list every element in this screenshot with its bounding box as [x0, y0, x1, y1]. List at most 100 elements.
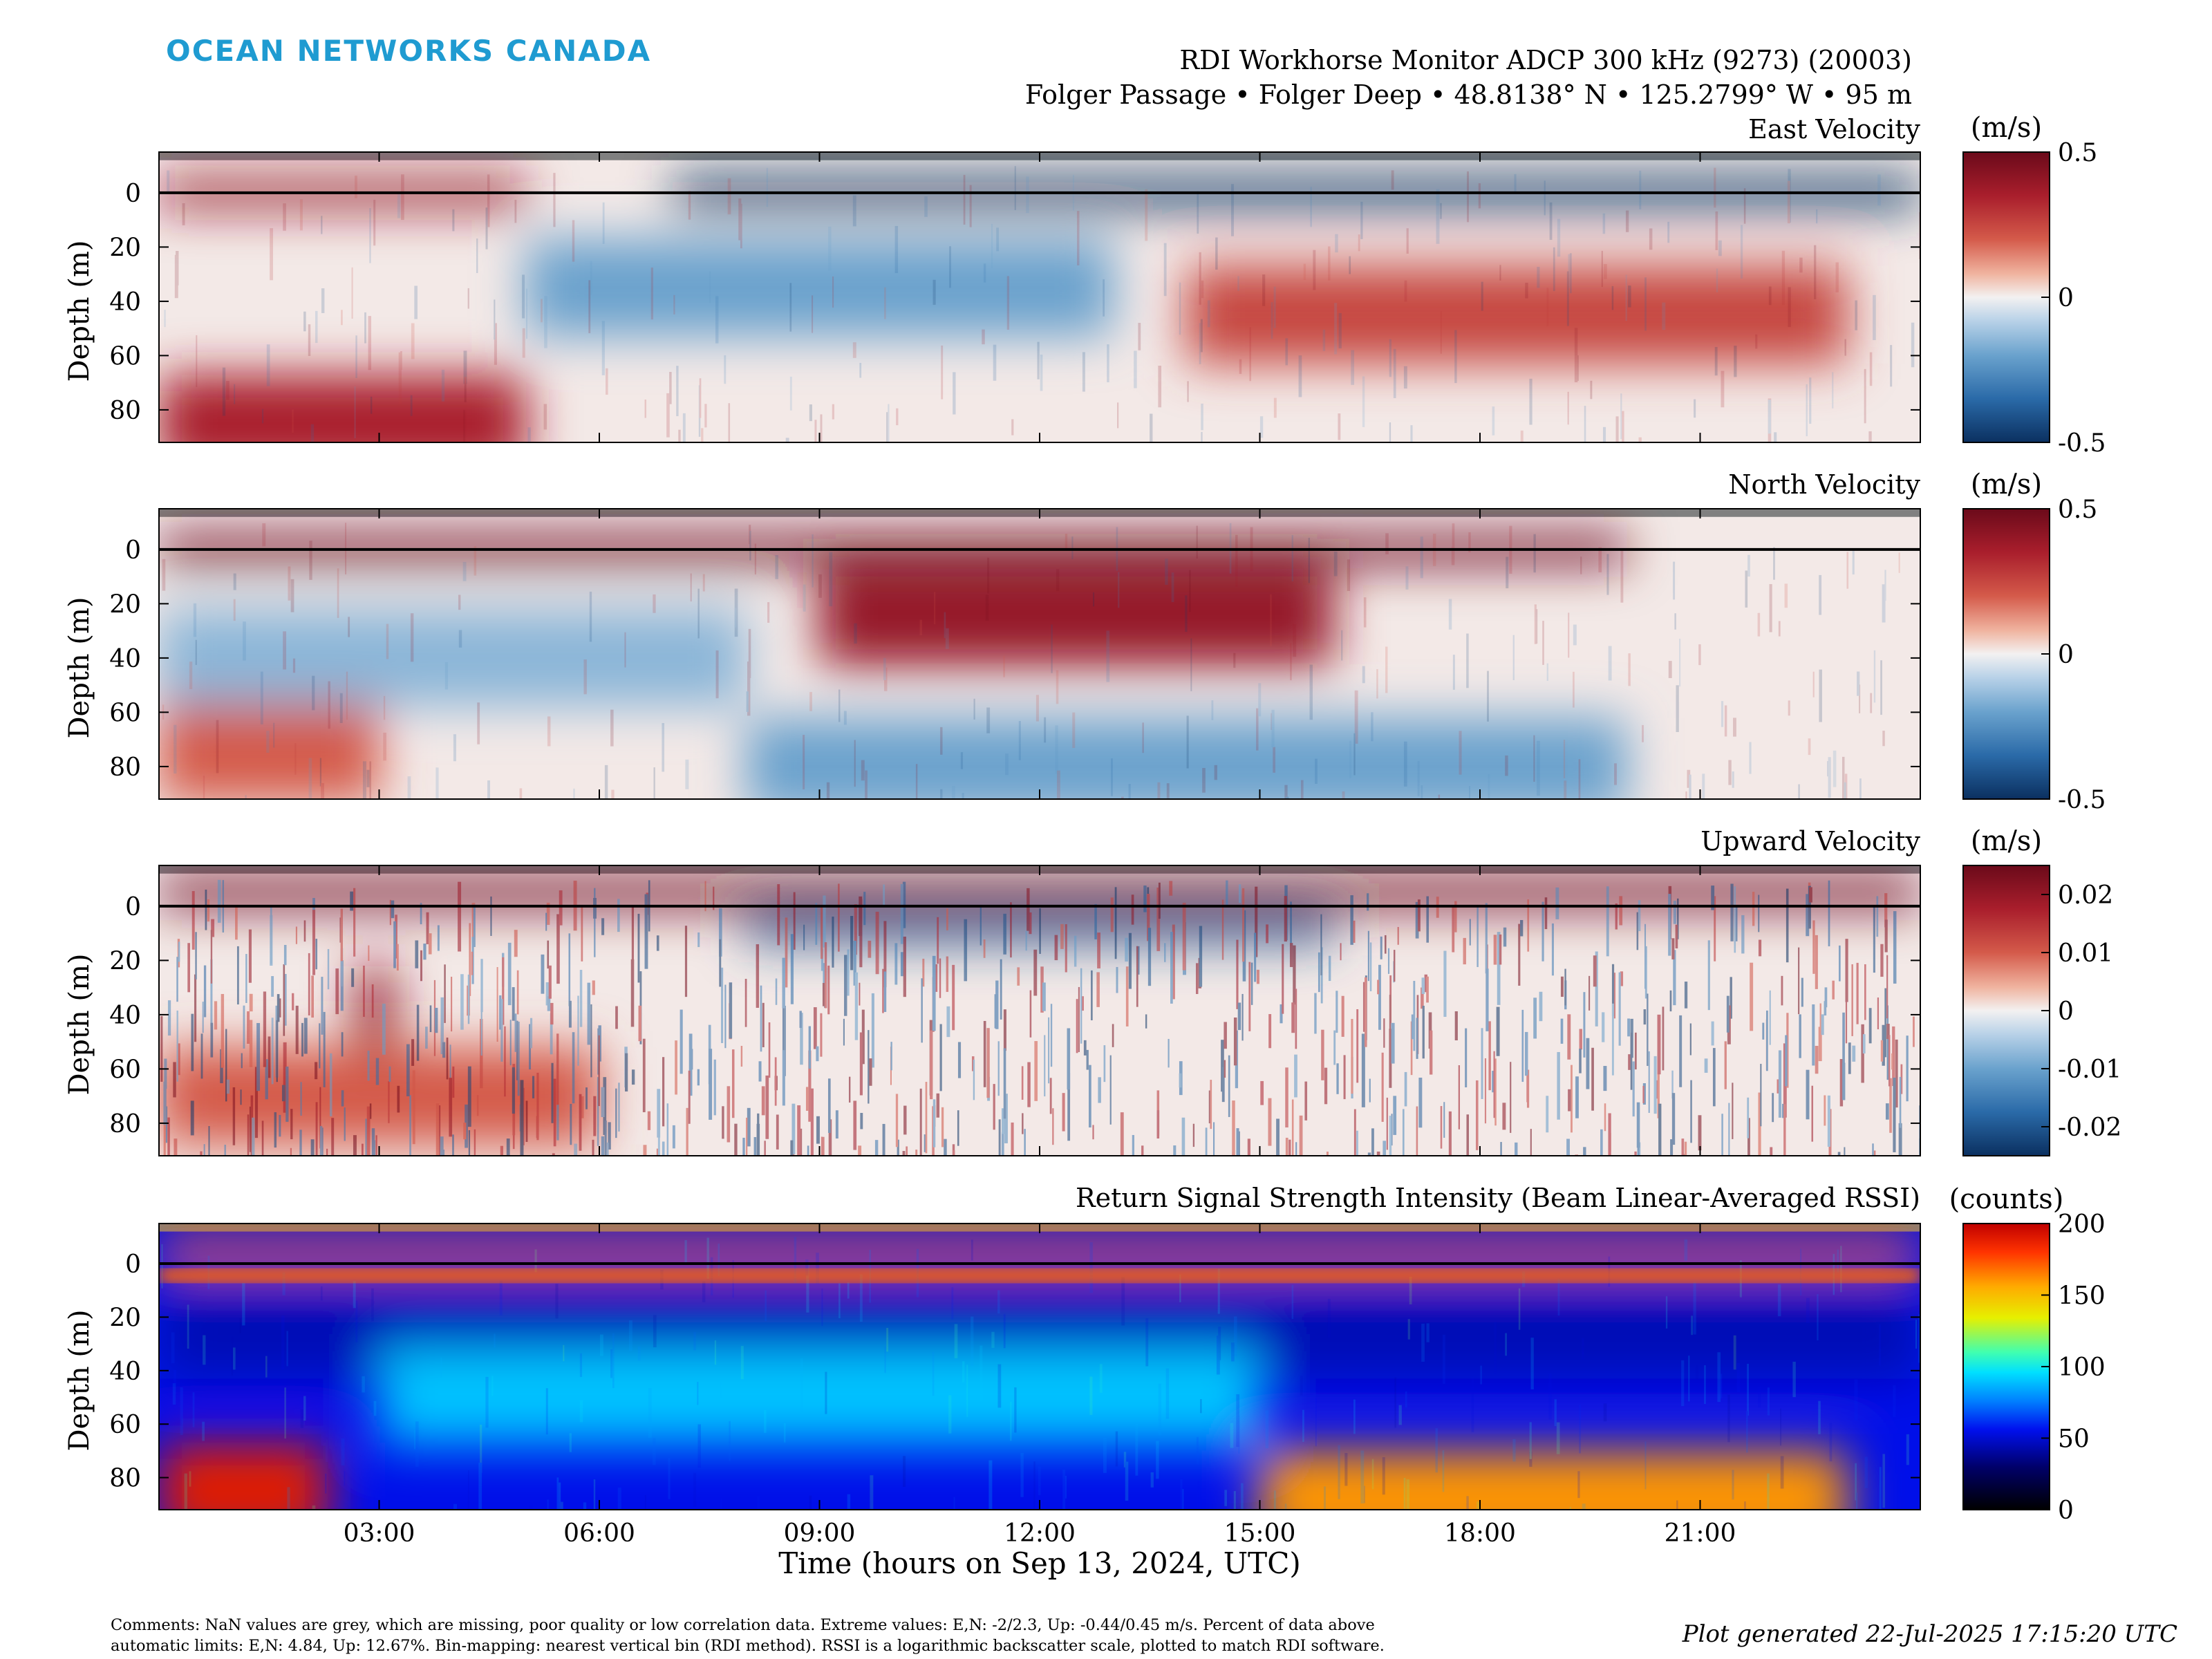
texture-streak [1448, 1111, 1452, 1156]
texture-streak [1859, 684, 1861, 713]
texture-streak [749, 525, 751, 545]
texture-streak [1128, 784, 1131, 799]
texture-streak [1574, 328, 1578, 383]
texture-streak [953, 372, 956, 415]
texture-streak [682, 413, 686, 442]
texture-streak [1389, 1029, 1392, 1088]
texture-streak [242, 1283, 245, 1326]
texture-streak [813, 1007, 817, 1049]
texture-streak [1681, 1360, 1685, 1407]
texture-streak [854, 740, 856, 787]
texture-streak [1557, 1051, 1560, 1120]
texture-streak [709, 271, 711, 303]
heatmap-field [159, 509, 1920, 799]
texture-streak [669, 372, 672, 404]
texture-streak [948, 1395, 952, 1434]
texture-streak [1828, 757, 1831, 798]
x-tick-label: 03:00 [344, 1519, 415, 1548]
texture-streak [843, 711, 847, 725]
texture-streak [698, 385, 701, 437]
texture-streak [969, 185, 972, 227]
texture-streak [886, 412, 888, 442]
texture-streak [444, 662, 449, 690]
texture-streak [462, 561, 467, 581]
texture-streak [1884, 893, 1888, 928]
y-tick-label: 60 [109, 342, 141, 371]
texture-streak [1760, 1064, 1762, 1127]
texture-streak [1642, 1085, 1644, 1103]
texture-streak [1420, 536, 1423, 579]
texture-streak [295, 1005, 299, 1054]
texture-streak [809, 692, 812, 711]
texture-streak [248, 929, 252, 983]
texture-streak [245, 795, 247, 799]
texture-streak [1503, 927, 1507, 947]
texture-streak [1877, 174, 1881, 206]
texture-streak [1254, 932, 1257, 982]
texture-streak [825, 1371, 827, 1414]
texture-streak [1567, 1014, 1571, 1060]
texture-streak [1290, 643, 1292, 681]
texture-streak [1758, 894, 1760, 932]
texture-streak [364, 312, 366, 344]
texture-streak [962, 793, 964, 799]
texture-streak [1116, 966, 1118, 993]
texture-streak [847, 1282, 850, 1299]
texture-streak [1785, 888, 1789, 963]
y-tick-label: 60 [109, 1411, 141, 1439]
texture-streak [1249, 327, 1251, 382]
texture-streak [1855, 1463, 1857, 1501]
texture-streak [1758, 1092, 1761, 1156]
texture-streak [1328, 955, 1331, 982]
texture-streak [1884, 919, 1888, 953]
texture-streak [1891, 1053, 1893, 1070]
texture-streak [937, 917, 939, 964]
texture-streak [1117, 402, 1119, 429]
texture-streak [722, 1106, 724, 1139]
texture-streak [1886, 1005, 1888, 1080]
texture-streak [546, 902, 550, 925]
texture-streak [1320, 914, 1322, 975]
texture-streak [1003, 913, 1006, 955]
texture-streak [1238, 884, 1241, 903]
texture-streak [522, 328, 525, 358]
texture-streak [638, 1005, 642, 1042]
texture-streak [1855, 300, 1858, 330]
texture-streak [1065, 924, 1067, 973]
texture-streak [1280, 1004, 1283, 1024]
texture-streak [1669, 990, 1672, 1012]
texture-streak [1634, 1032, 1637, 1070]
texture-streak [1371, 712, 1374, 742]
texture-streak [516, 1020, 518, 1080]
texture-streak [1816, 209, 1818, 224]
texture-streak [1620, 549, 1624, 603]
texture-streak [738, 198, 742, 241]
texture-streak [1750, 962, 1754, 1031]
texture-streak [611, 789, 615, 799]
texture-streak [809, 1495, 812, 1510]
texture-streak [315, 939, 318, 970]
texture-streak [1662, 302, 1666, 330]
texture-streak [1882, 1454, 1885, 1508]
texture-streak [1569, 1507, 1571, 1510]
texture-streak [610, 1349, 613, 1378]
texture-streak [1906, 1035, 1909, 1102]
texture-streak [883, 667, 888, 691]
texture-streak [388, 1066, 391, 1082]
texture-streak [440, 1136, 444, 1156]
texture-streak [1529, 378, 1533, 425]
texture-streak [271, 1018, 274, 1085]
texture-streak [1668, 894, 1671, 956]
texture-streak [746, 691, 749, 712]
texture-streak [309, 541, 312, 580]
texture-streak [1394, 364, 1396, 391]
texture-streak [509, 1020, 512, 1066]
texture-streak [294, 743, 297, 775]
texture-streak [281, 1315, 285, 1369]
texture-streak [331, 1118, 335, 1156]
texture-streak [1476, 1080, 1479, 1150]
texture-streak [1208, 1090, 1211, 1124]
texture-streak [939, 958, 941, 998]
texture-streak [502, 957, 505, 1025]
y-tick-label: 80 [109, 397, 141, 425]
